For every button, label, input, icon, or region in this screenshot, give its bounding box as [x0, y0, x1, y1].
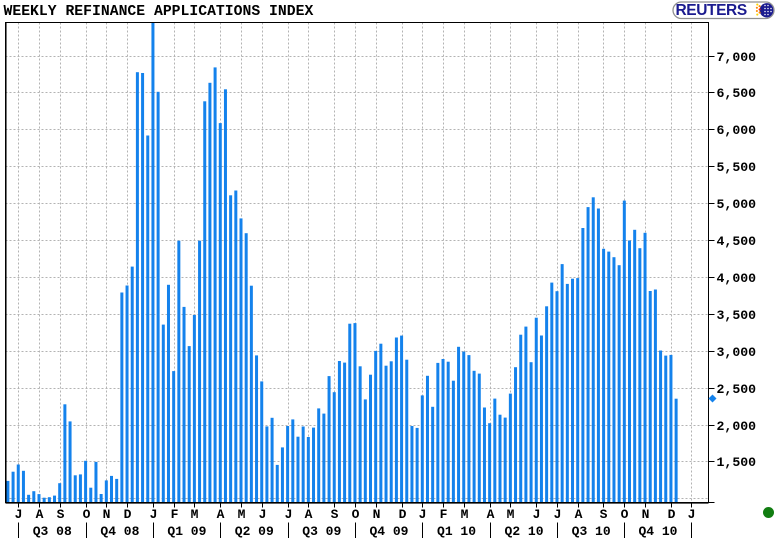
svg-text:J: J: [533, 507, 541, 522]
svg-text:Q3 08: Q3 08: [33, 524, 72, 539]
svg-text:A: A: [36, 507, 44, 522]
svg-text:D: D: [668, 507, 676, 522]
svg-text:M: M: [507, 507, 515, 522]
svg-text:F: F: [171, 507, 179, 522]
svg-text:N: N: [103, 507, 111, 522]
svg-text:A: A: [575, 507, 583, 522]
svg-text:A: A: [487, 507, 495, 522]
svg-text:2,500: 2,500: [717, 382, 757, 397]
svg-text:M: M: [461, 507, 469, 522]
svg-text:J: J: [259, 507, 267, 522]
svg-text:1,500: 1,500: [717, 455, 757, 470]
svg-text:J: J: [150, 507, 158, 522]
svg-text:Q1 09: Q1 09: [167, 524, 206, 539]
svg-text:2,000: 2,000: [717, 419, 757, 434]
svg-text:Q2 10: Q2 10: [505, 524, 544, 539]
svg-text:J: J: [15, 507, 23, 522]
svg-text:A: A: [217, 507, 225, 522]
svg-text:Q4 09: Q4 09: [369, 524, 408, 539]
svg-text:J: J: [419, 507, 427, 522]
svg-text:D: D: [399, 507, 407, 522]
svg-text:4,500: 4,500: [717, 234, 757, 249]
svg-text:D: D: [124, 507, 132, 522]
svg-text:F: F: [440, 507, 448, 522]
svg-text:Q1 10: Q1 10: [437, 524, 476, 539]
svg-text:6,500: 6,500: [717, 86, 757, 101]
svg-text:Q3 09: Q3 09: [302, 524, 341, 539]
svg-text:6,000: 6,000: [717, 123, 757, 138]
svg-text:O: O: [352, 507, 360, 522]
svg-text:S: S: [57, 507, 65, 522]
svg-text:N: N: [373, 507, 381, 522]
svg-text:A: A: [305, 507, 313, 522]
svg-text:J: J: [554, 507, 562, 522]
svg-text:J: J: [285, 507, 293, 522]
svg-text:S: S: [600, 507, 608, 522]
svg-text:N: N: [642, 507, 650, 522]
svg-text:Q4 08: Q4 08: [100, 524, 139, 539]
svg-text:5,500: 5,500: [717, 160, 757, 175]
svg-text:4,000: 4,000: [717, 271, 757, 286]
svg-text:J: J: [688, 507, 696, 522]
svg-text:S: S: [331, 507, 339, 522]
svg-text:REUTERS: REUTERS: [676, 2, 747, 19]
svg-text:3,000: 3,000: [717, 345, 757, 360]
svg-text:O: O: [83, 507, 91, 522]
svg-text:M: M: [191, 507, 199, 522]
svg-text:Q3 10: Q3 10: [572, 524, 611, 539]
svg-text:5,000: 5,000: [717, 197, 757, 212]
svg-text:M: M: [238, 507, 246, 522]
svg-text:WEEKLY REFINANCE APPLICATIONS: WEEKLY REFINANCE APPLICATIONS INDEX: [4, 4, 314, 20]
svg-text:7,000: 7,000: [717, 50, 757, 65]
svg-text:Q4 10: Q4 10: [638, 524, 677, 539]
svg-text:3,500: 3,500: [717, 308, 757, 323]
svg-text:O: O: [621, 507, 629, 522]
svg-text:Q2 09: Q2 09: [235, 524, 274, 539]
